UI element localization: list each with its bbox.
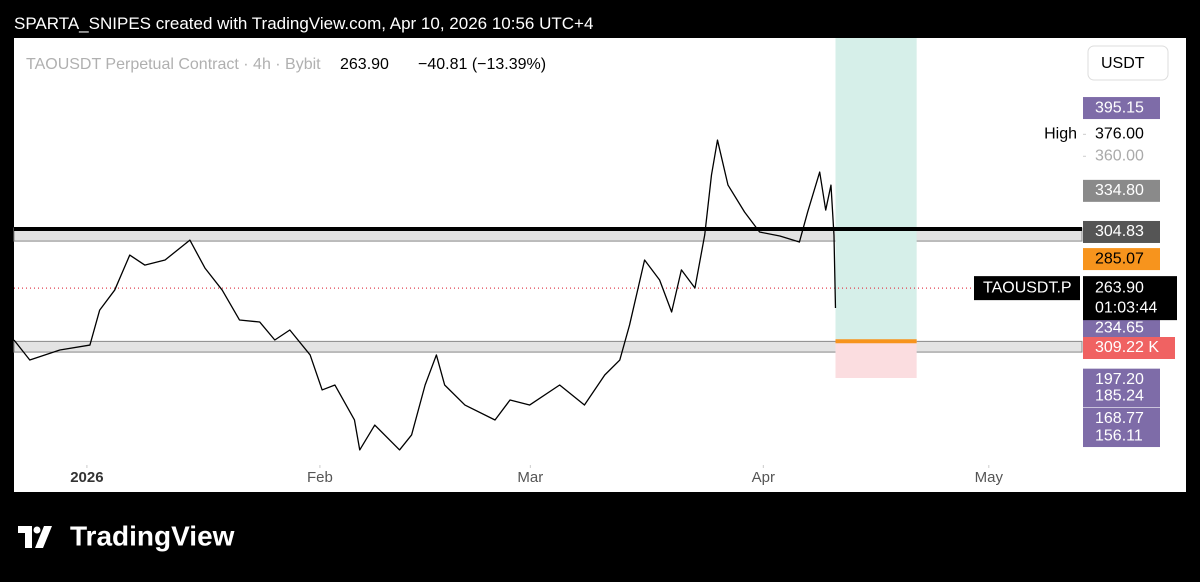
chart-background: [14, 38, 1186, 492]
price-label-box: [1083, 220, 1160, 243]
price-label-box: [1083, 179, 1160, 202]
price-label: 376.00: [1095, 126, 1144, 143]
header-change: −40.81 (−13.39%): [418, 56, 546, 73]
volume-label-box: [1083, 337, 1175, 359]
price-label: 197.20: [1095, 371, 1144, 388]
price-label: 304.83: [1095, 223, 1144, 240]
chart-title: TAOUSDT Perpetual Contract · 4h · Bybit: [26, 56, 321, 73]
price-label: 234.65: [1095, 319, 1144, 336]
countdown: 01:03:44: [1095, 299, 1157, 316]
position-stop: [835, 341, 917, 379]
price-label: 285.07: [1095, 250, 1144, 267]
symbol-label: TAOUSDT.P: [983, 279, 1072, 296]
price-tag: High: [1044, 126, 1077, 143]
symbol-box: [974, 276, 1080, 301]
x-tick-label: Mar: [517, 469, 543, 486]
price-label: 156.11: [1095, 427, 1143, 444]
price-label-box: [1083, 385, 1160, 408]
price-label: 334.80: [1095, 182, 1144, 199]
price-label-box: [1083, 317, 1160, 340]
zone: [13, 340, 1083, 353]
last-price-box: [1083, 276, 1177, 321]
price-label: 168.77: [1095, 410, 1144, 427]
x-tick-label: Feb: [307, 469, 333, 486]
price-label-box: [1083, 407, 1160, 430]
currency-button[interactable]: [1087, 45, 1169, 81]
last-price-label: 263.90: [1095, 279, 1144, 296]
header-price: 263.90: [340, 56, 389, 73]
price-label: 395.15: [1095, 99, 1144, 116]
brand: TradingView: [70, 520, 235, 551]
price-line: [13, 139, 837, 451]
brand-logo: [18, 526, 52, 548]
credit: SPARTA_SNIPES created with TradingView.c…: [14, 14, 594, 33]
price-label: 185.24: [1095, 387, 1144, 404]
x-tick-label: May: [975, 469, 1004, 486]
price-label-box: [1083, 248, 1160, 271]
volume-label: 309.22 K: [1095, 339, 1159, 356]
price-label-box: [1083, 425, 1160, 448]
x-tick-label: Apr: [752, 469, 775, 486]
price-label: 360.00: [1095, 147, 1144, 164]
position-target: [835, 38, 917, 342]
x-tick-label: 2026: [70, 469, 103, 486]
currency[interactable]: USDT: [1101, 55, 1145, 72]
price-label-box: [1083, 97, 1160, 120]
